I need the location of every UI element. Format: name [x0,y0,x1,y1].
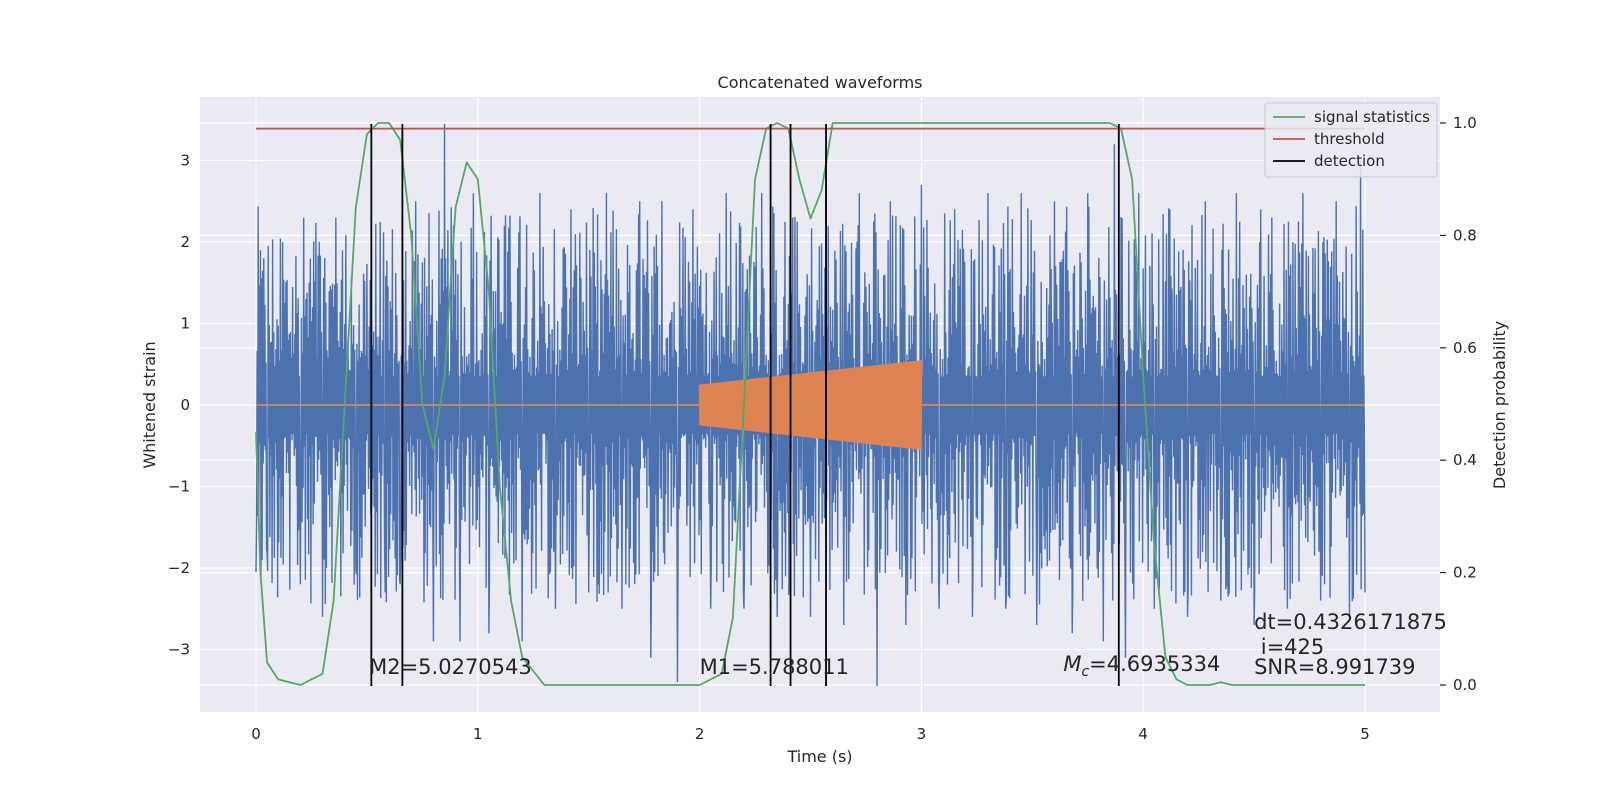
annotation-1: M1=5.788011 [700,655,849,679]
annotations: M2=5.0270543 M1=5.788011 Mc=4.6935334 dt=0.… [369,610,1447,680]
annotation-2-value: =4.6935334 [1089,652,1220,676]
chart-title: Concatenated waveforms [718,73,923,92]
x-tick-label-4: 4 [1138,725,1148,743]
y-left-tick-label-4: 1 [180,315,190,333]
y-right-tick-label-4: 0.8 [1453,226,1477,244]
legend-label-2: detection [1314,152,1385,170]
annotation-3: dt=0.4326171875 [1254,610,1447,634]
annotation-4: i=425 [1261,635,1325,659]
detection-lines [370,124,1120,686]
y-left-tick-label-3: 0 [180,396,190,414]
y-left-tick-label-2: −1 [168,478,190,496]
series-line-0 [255,122,1365,686]
legend-label-1: threshold [1314,130,1385,148]
y-left-tick-label-0: −3 [168,641,190,659]
annotation-2-prefix: M [1063,652,1081,676]
tick-labels: 0 1 2 3 4 5 −3 −2 −1 0 1 2 3 0.0 0.2 0.4 0.6 0.8 1.0 [168,114,1477,743]
x-tick-label-0: 0 [251,725,261,743]
signal-chirp [698,360,923,450]
annotation-5: SNR=8.991739 [1254,655,1415,679]
y-right-tick-label-5: 1.0 [1453,114,1477,132]
legend-box [1264,102,1438,178]
legend: signal statistics threshold detection [1264,102,1438,178]
y-right-tick-label-2: 0.4 [1453,451,1477,469]
y-axis-right-title: Detection probability [1490,321,1509,489]
x-tick-label-5: 5 [1360,725,1370,743]
x-tick-label-1: 1 [473,725,483,743]
noise-series [255,123,1366,687]
y-left-tick-label-5: 2 [180,233,190,251]
stat-layer [255,122,1365,686]
y-left-tick-label-1: −2 [168,559,190,577]
y-axis-left-title: Whitened strain [140,341,159,468]
legend-label-0: signal statistics [1314,108,1430,126]
annotation-2: Mc=4.6935334 [1063,652,1220,680]
y-right-tick-label-1: 0.2 [1453,564,1477,582]
x-tick-label-2: 2 [695,725,705,743]
y-right-tick-label-0: 0.0 [1453,676,1477,694]
annotation-0: M2=5.0270543 [369,655,532,679]
y-right-tick-label-3: 0.6 [1453,339,1477,357]
annotation-2-subscript: c [1081,664,1089,680]
noise-trace [255,123,1366,687]
x-axis-title: Time (s) [786,747,852,766]
x-tick-label-3: 3 [917,725,927,743]
y-left-tick-label-6: 3 [180,152,190,170]
